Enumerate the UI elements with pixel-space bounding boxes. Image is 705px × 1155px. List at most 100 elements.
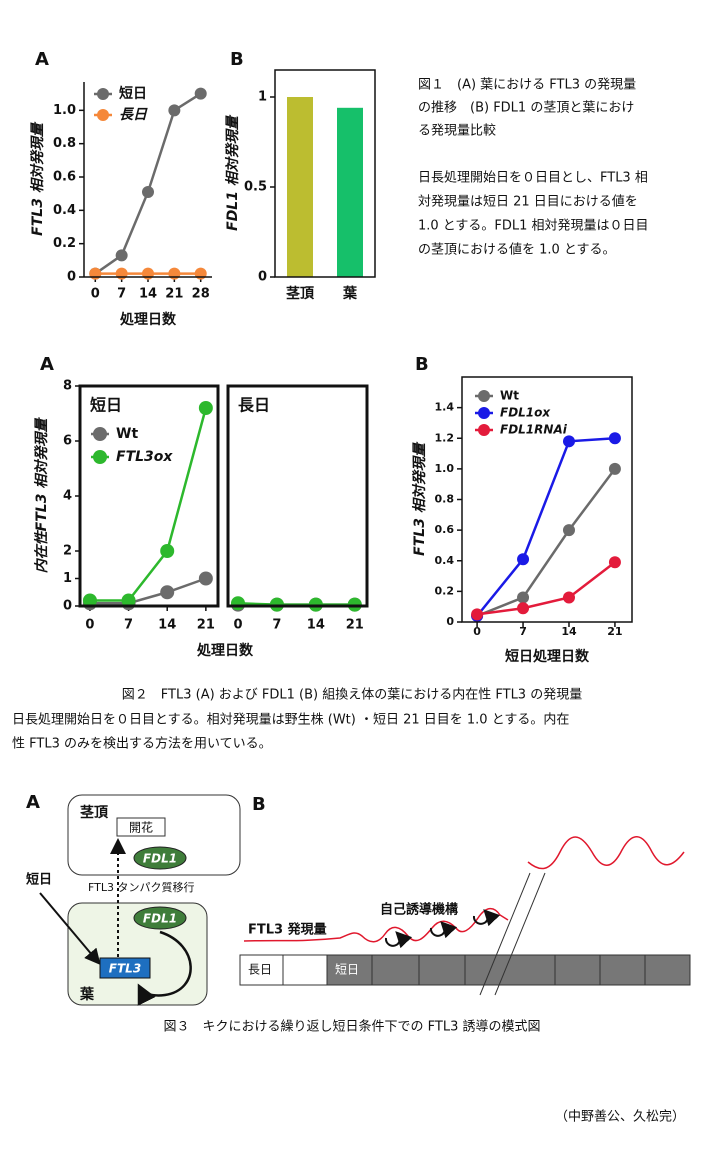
caption-line: 性 FTL3 のみを検出する方法を用いている。 [12, 736, 272, 752]
y-tick-label: 0.5 [244, 180, 267, 195]
panel-label: A [40, 354, 54, 375]
label: 葉 [79, 986, 95, 1003]
y-axis-label: FTL3 相対発現量 [411, 441, 428, 556]
panel-label: B [252, 794, 266, 815]
legend-marker [93, 450, 107, 464]
caption-line: る発現量比較 [418, 124, 496, 139]
figure1-caption: 図１ (A) 葉における FTL3 の発現量 の推移 (B) FDL1 の茎頂と… [418, 78, 649, 258]
flower-box [116, 817, 166, 837]
data-point [517, 602, 530, 615]
panel-label: B [415, 354, 429, 375]
data-point [168, 267, 181, 280]
legend-label: Wt [500, 389, 519, 403]
x-tick-label: 0 [85, 618, 94, 633]
bar [337, 107, 363, 277]
x-tick-label: 7 [272, 618, 281, 633]
label: FDL1 [143, 852, 177, 866]
data-point [194, 87, 207, 100]
panel-label: B [230, 49, 244, 70]
x-tick-label: 21 [607, 625, 622, 638]
data-point [115, 249, 128, 262]
x-tick-label: 7 [124, 618, 133, 633]
plot-frame [226, 384, 369, 608]
y-tick-label: 0.4 [53, 203, 76, 218]
label: FTL3 [109, 962, 141, 976]
loop-arrow [384, 931, 413, 949]
y-tick-label: 6 [63, 434, 72, 449]
x-axis-label: 短日処理日数 [505, 648, 590, 665]
panel-label: A [26, 792, 40, 813]
series-line [94, 92, 202, 275]
series-line [476, 468, 616, 618]
y-tick-label: 0.2 [53, 236, 76, 251]
legend-marker [478, 424, 490, 436]
y-tick-label: 1.0 [435, 462, 455, 475]
x-tick-label: 14 [158, 618, 176, 633]
x-axis-label: 処理日数 [119, 311, 177, 328]
y-axis-label: 内在性FTL3 相対発現量 [33, 417, 50, 574]
fdl1-shape [133, 906, 187, 930]
caption-line: の推移 (B) FDL1 の茎頂と葉におけ [418, 101, 634, 116]
legend-label: FTL3ox [116, 449, 173, 465]
ftl3-box [99, 957, 151, 979]
data-point [142, 186, 154, 198]
caption-line: 対発現量は短日 21 日目における値を [418, 194, 638, 210]
break-line [494, 872, 546, 996]
break-line [479, 872, 531, 996]
data-point [121, 593, 136, 608]
x-tick-label: 21 [165, 287, 183, 302]
label: 茎頂 [80, 804, 109, 821]
y-tick-label: 1 [63, 571, 72, 586]
x-axis-label: 処理日数 [196, 642, 254, 659]
data-point [608, 432, 621, 445]
y-tick-label: 1.0 [53, 103, 76, 118]
y-tick-label: 2 [63, 544, 72, 559]
y-tick-label: 0.8 [53, 136, 76, 151]
legend-label: Wt [116, 426, 138, 442]
loop-arrow [429, 921, 458, 939]
x-tick-label: 茎頂 [286, 285, 315, 302]
panel-subtitle: 短日 [90, 396, 122, 415]
data-point [194, 267, 207, 280]
label: FTL3 タンパク質移行 [88, 880, 194, 894]
fdl1-shape [133, 846, 187, 870]
data-point [562, 591, 575, 604]
loop-arrow [137, 930, 192, 1006]
data-point [160, 585, 175, 600]
y-tick-label: 0.6 [53, 170, 76, 185]
x-tick-label: 0 [91, 287, 100, 302]
data-point [115, 267, 128, 280]
data-point [562, 524, 575, 537]
y-tick-label: 0 [63, 599, 72, 614]
legend-label: 短日 [119, 85, 147, 102]
y-tick-label: 0.8 [435, 493, 455, 506]
legend-marker [93, 427, 107, 441]
series-line [89, 577, 207, 605]
data-point [231, 596, 246, 611]
caption-line: 1.0 とする。FDL1 相対発現量は０日目 [418, 219, 649, 234]
data-point [562, 435, 575, 448]
legend-marker [97, 88, 109, 100]
label: FTL3 発現量 [248, 922, 327, 938]
data-point [82, 593, 97, 608]
data-point [198, 401, 213, 415]
figure2-caption: 図２ FTL3 (A) および FDL1 (B) 組換え体の葉における内在性 F… [12, 687, 582, 752]
y-tick-label: 0.4 [435, 554, 455, 567]
plot-frame [274, 69, 376, 278]
x-tick-label: 21 [346, 618, 364, 633]
x-tick-label: 7 [519, 625, 527, 638]
y-tick-label: 0.2 [435, 584, 455, 597]
x-tick-label: 14 [307, 618, 325, 633]
data-point [471, 608, 484, 621]
y-axis-label: FDL1 相対発現量 [224, 114, 241, 231]
y-tick-label: 0 [258, 270, 267, 285]
legend-label: FDL1ox [500, 406, 551, 420]
bar [287, 97, 313, 277]
x-tick-label: 14 [561, 625, 577, 638]
label: FDL1 [143, 912, 177, 926]
figure3: A 茎頂 開花 FDL1 短日 FTL3 タンパク質移行 FDL1 FTL3 葉… [26, 792, 691, 1035]
label: 短日 [26, 872, 52, 888]
caption-line: 図２ FTL3 (A) および FDL1 (B) 組換え体の葉における内在性 F… [122, 687, 582, 703]
